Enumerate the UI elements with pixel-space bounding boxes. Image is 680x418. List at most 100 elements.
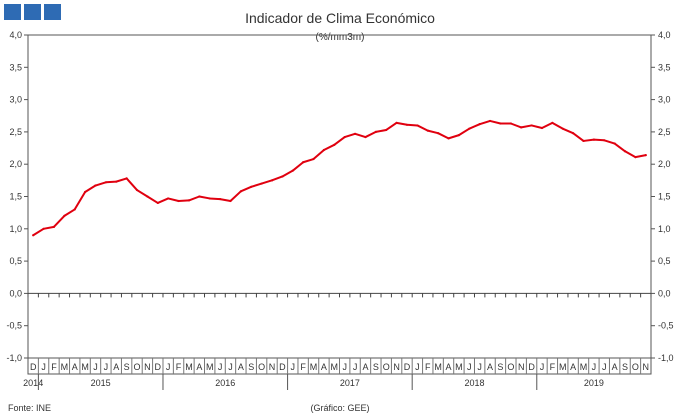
data-point [94,184,97,187]
logo-square [24,4,41,20]
data-point [644,154,647,157]
y-tick-label: 4,0 [9,30,22,40]
year-label: 2019 [584,378,604,388]
y-tick-label: 2,5 [9,127,22,137]
month-label: N [393,362,400,372]
data-point [499,122,502,125]
month-label: A [446,362,452,372]
source-note: Fonte: INE [8,403,51,413]
chart-subtitle: (%/mm3m) [316,32,365,43]
month-label: O [258,362,265,372]
month-label: O [383,362,390,372]
month-label: N [518,362,525,372]
data-point [530,124,533,127]
data-point [572,132,575,135]
data-point [488,119,492,123]
data-point [343,135,346,139]
y-axis-left: 4,0 3,5 3,0 2,5 2,0 1,5 1,0 0,5 0,0 -0,5 -1,0 [6,30,28,363]
y-tick-label: 0,0 [9,288,22,298]
month-label: J [41,362,46,372]
data-point [509,122,512,125]
month-label: J [415,362,420,372]
month-label: M [434,362,442,372]
month-label: A [612,362,618,372]
month-label: J [540,362,545,372]
gee-logo [4,4,61,20]
y-tick-label: 2,0 [658,159,671,169]
y-tick-label: 0,5 [658,256,671,266]
logo-square [4,4,21,20]
data-point [270,179,274,182]
month-label: O [632,362,639,372]
y-tick-label: 2,5 [658,127,671,137]
month-label: M [81,362,89,372]
month-label: J [218,362,223,372]
month-label: M [580,362,588,372]
y-tick-label: 3,0 [658,95,671,105]
month-label: A [321,362,327,372]
month-label: S [497,362,503,372]
data-point [156,201,159,205]
series-lines [32,119,647,237]
month-label: O [507,362,514,372]
y-tick-label: 2,0 [9,159,22,169]
month-label: N [144,362,151,372]
month-label: M [310,362,318,372]
month-label: M [331,362,339,372]
month-label: A [487,362,493,372]
data-point [198,195,201,198]
month-label: F [300,362,306,372]
month-label: S [124,362,130,372]
data-point [437,132,440,135]
data-point [520,126,523,129]
data-point [374,130,377,133]
month-label: F [176,362,182,372]
month-label: O [134,362,141,372]
data-point [291,169,294,172]
month-label: J [291,362,296,372]
y-axis-right: 4,0 3,5 3,0 2,5 2,0 1,5 1,0 0,5 0,0 -0,5 -1,0 [651,30,674,363]
data-point [582,139,585,143]
y-tick-label: 1,0 [9,224,22,234]
data-point [353,132,357,135]
data-point [42,227,45,230]
data-point [239,190,242,193]
data-point [426,129,429,132]
month-label: A [72,362,78,372]
month-label: J [342,362,347,372]
month-label: J [467,362,472,372]
y-tick-label: 4,0 [658,30,671,40]
data-point [312,157,315,161]
month-label: J [477,362,482,372]
data-point [623,150,627,153]
data-point [32,234,35,237]
month-label: N [643,362,650,372]
month-label: M [455,362,463,372]
year-label: 2015 [91,378,111,388]
data-point [167,197,170,200]
month-label: J [592,362,597,372]
plot-border [27,34,652,359]
plot-area [27,34,652,359]
month-label: D [528,362,535,372]
month-label: J [602,362,607,372]
data-point [551,121,554,124]
y-tick-label: -1,0 [658,353,674,363]
year-label: 2014 [23,378,43,388]
year-label: 2018 [464,378,484,388]
month-label: A [113,362,119,372]
data-point [187,199,191,202]
data-point [592,138,595,141]
data-point [322,148,326,152]
month-label: A [196,362,202,372]
data-point [603,139,606,142]
month-label: A [570,362,576,372]
data-point [208,197,211,200]
y-tick-label: 0,0 [658,288,671,298]
data-point [73,208,76,211]
data-point [115,180,118,183]
y-tick-label: 1,5 [658,192,671,202]
data-point [364,135,367,139]
data-point [447,137,450,140]
